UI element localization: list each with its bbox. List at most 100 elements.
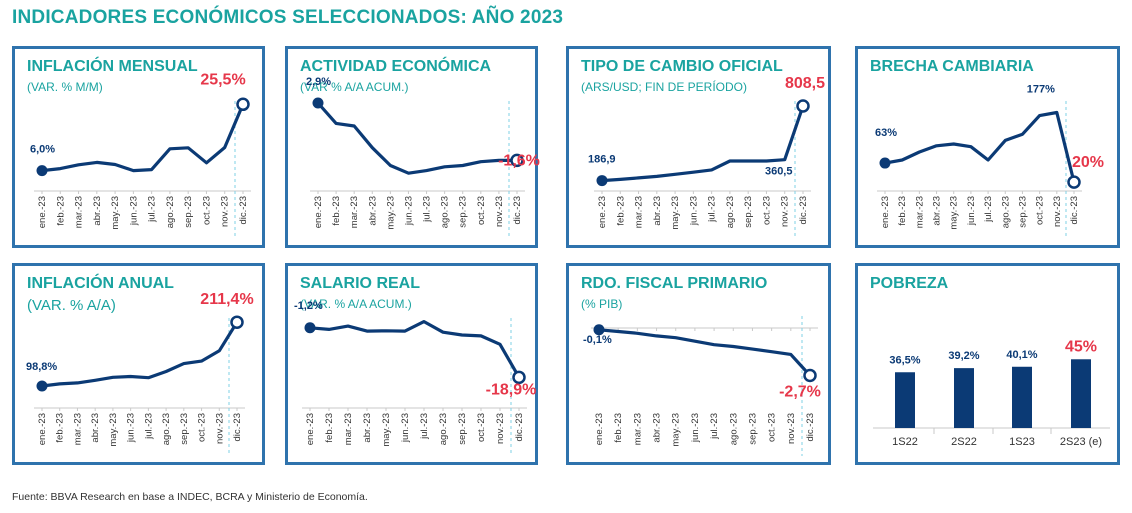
x-tick-label: mar.-23	[74, 196, 85, 228]
x-tick-label: jun.-23	[688, 196, 699, 226]
panel-brecha-cambiaria: BRECHA CAMBIARIA 63% 177% 20% ene.-23 feb.-2…	[855, 46, 1120, 248]
x-tick-label: may.-23	[110, 196, 121, 230]
x-tick-label: oct.-23	[767, 413, 778, 442]
x-tick-label: abr.-23	[652, 413, 663, 443]
x-tick-label: oct.-23	[761, 196, 772, 225]
x-tick-label: ene.-23	[313, 196, 324, 228]
x-tick-label: ago.-23	[728, 413, 739, 445]
x-tick-label: ago.-23	[165, 196, 176, 228]
series-line	[597, 328, 812, 378]
x-tick-label: ago.-23	[1000, 196, 1011, 228]
x-tick-label: abr.-23	[932, 196, 943, 226]
x-tick-label: feb.-23	[613, 413, 624, 443]
x-tick-label: nov.-23	[214, 413, 225, 444]
x-tick-label: ene.-23	[37, 196, 48, 228]
end-point	[236, 97, 250, 112]
chart-tipo-de-cambio: 186,9 360,5 808,5 ene.-23 feb.-23 mar.-23 abr.…	[588, 75, 825, 239]
x-tick-label: may.-23	[108, 413, 119, 447]
x-tick-label: sep.-23	[458, 196, 469, 228]
panel-inflacion-anual: INFLACIÓN ANUAL (VAR. % A/A) 98,8% 211,4%…	[12, 263, 265, 465]
panel-title: INFLACIÓN ANUAL	[27, 275, 174, 292]
end-point	[512, 370, 526, 385]
data-label: 25,5%	[200, 71, 245, 88]
panel-rdo-fiscal-primario: RDO. FISCAL PRIMARIO (% PIB) -0,1% -2,7% e…	[566, 263, 831, 465]
category-label: 2S22	[951, 436, 977, 448]
panel-title: RDO. FISCAL PRIMARIO	[581, 275, 768, 292]
category-label: 2S23 (e)	[1060, 436, 1102, 448]
panel-title: INFLACIÓN MENSUAL	[27, 58, 198, 75]
x-tick-label: feb.-23	[324, 413, 335, 443]
x-tick-label: nov.-23	[1052, 196, 1063, 227]
data-label: -1,6%	[498, 152, 540, 169]
x-tick-label: jul.-23	[419, 413, 430, 440]
source-note: Fuente: BBVA Research en base a INDEC, B…	[12, 491, 368, 503]
x-tick-label: nov.-23	[494, 196, 505, 227]
x-tick-label: nov.-23	[220, 196, 231, 227]
panel-title: SALARIO REAL	[300, 275, 420, 292]
x-tick-label: ene.-23	[597, 196, 608, 228]
x-tick-label: ene.-23	[594, 413, 605, 445]
data-label: 211,4%	[200, 291, 253, 308]
data-label: -2,7%	[779, 383, 821, 400]
x-tick-label: dic.-23	[232, 413, 243, 442]
chart-brecha-cambiaria: 63% 177% 20% ene.-23 feb.-23 mar.-23 abr.-23 ma…	[875, 84, 1104, 239]
end-point	[1067, 175, 1081, 189]
x-tick-label: may.-23	[381, 413, 392, 447]
page-title: INDICADORES ECONÓMICOS SELECCIONADOS: AÑ…	[12, 7, 564, 28]
x-tick-label: abr.-23	[92, 196, 103, 226]
x-tick-label: sep.-23	[743, 196, 754, 228]
x-tick-label: jul.-23	[143, 413, 154, 440]
x-tick-label: jun.-23	[128, 196, 139, 226]
series-line	[600, 104, 805, 183]
x-tick-label: ago.-23	[161, 413, 172, 445]
x-tick-label: oct.-23	[1035, 196, 1046, 225]
end-point	[230, 315, 244, 329]
x-tick-label: feb.-23	[331, 196, 342, 226]
x-tick-label: oct.-23	[476, 413, 487, 442]
chart-rdo-fiscal-primario: -0,1% -2,7% ene.-23 feb.-23 mar.-23 abr.-23 ma…	[583, 316, 821, 456]
data-label: 36,5%	[889, 354, 920, 366]
x-tick-label: nov.-23	[786, 413, 797, 444]
x-tick-label: may.-23	[385, 196, 396, 230]
x-tick-label: jun.-23	[690, 413, 701, 443]
x-tick-label: dic.-23	[238, 196, 249, 225]
series-line	[308, 319, 521, 379]
x-tick-label: jun.-23	[126, 413, 137, 443]
x-tick-label: jun.-23	[966, 196, 977, 226]
panel-pobreza: POBREZA 36,5% 1S22 39,2% 2S22 40,1% 1S23 45% 2S…	[855, 263, 1120, 465]
start-point	[593, 324, 605, 336]
x-tick-label: feb.-23	[897, 196, 908, 226]
x-tick-label: mar.-23	[632, 413, 643, 445]
data-label: 39,2%	[948, 350, 979, 362]
panel-subtitle: (VAR. % A/A)	[27, 297, 116, 314]
end-point	[510, 153, 524, 168]
data-label: 2,9%	[306, 76, 331, 88]
x-tick-label: sep.-23	[1017, 196, 1028, 228]
panel-subtitle: (VAR. % A/A ACUM.)	[300, 297, 412, 311]
panel-title: POBREZA	[870, 275, 949, 292]
bar	[1071, 359, 1091, 428]
x-tick-label: abr.-23	[652, 196, 663, 226]
data-label: -18,9%	[486, 381, 537, 398]
x-tick-label: sep.-23	[747, 413, 758, 445]
panel-subtitle: (ARS/USD; FIN DE PERÍODO)	[581, 80, 748, 94]
x-tick-label: jul.-23	[709, 413, 720, 440]
panel-subtitle: (VAR % A/A ACUM.)	[300, 80, 409, 94]
panel-title: TIPO DE CAMBIO OFICIAL	[581, 58, 783, 75]
data-label: 45%	[1065, 338, 1097, 355]
x-tick-label: jul.-23	[147, 196, 158, 223]
panel-subtitle: (% PIB)	[581, 297, 623, 311]
x-tick-label: sep.-23	[457, 413, 468, 445]
x-tick-label: jul.-23	[422, 196, 433, 223]
series-line	[40, 102, 245, 173]
data-label: 6,0%	[30, 144, 55, 156]
x-tick-label: mar.-23	[634, 196, 645, 228]
x-tick-label: nov.-23	[495, 413, 506, 444]
x-tick-label: oct.-23	[476, 196, 487, 225]
x-tick-label: may.-23	[949, 196, 960, 230]
x-tick-label: abr.-23	[367, 196, 378, 226]
x-tick-label: ago.-23	[440, 196, 451, 228]
x-tick-label: sep.-23	[183, 196, 194, 228]
start-point	[36, 165, 48, 177]
x-tick-label: ago.-23	[438, 413, 449, 445]
